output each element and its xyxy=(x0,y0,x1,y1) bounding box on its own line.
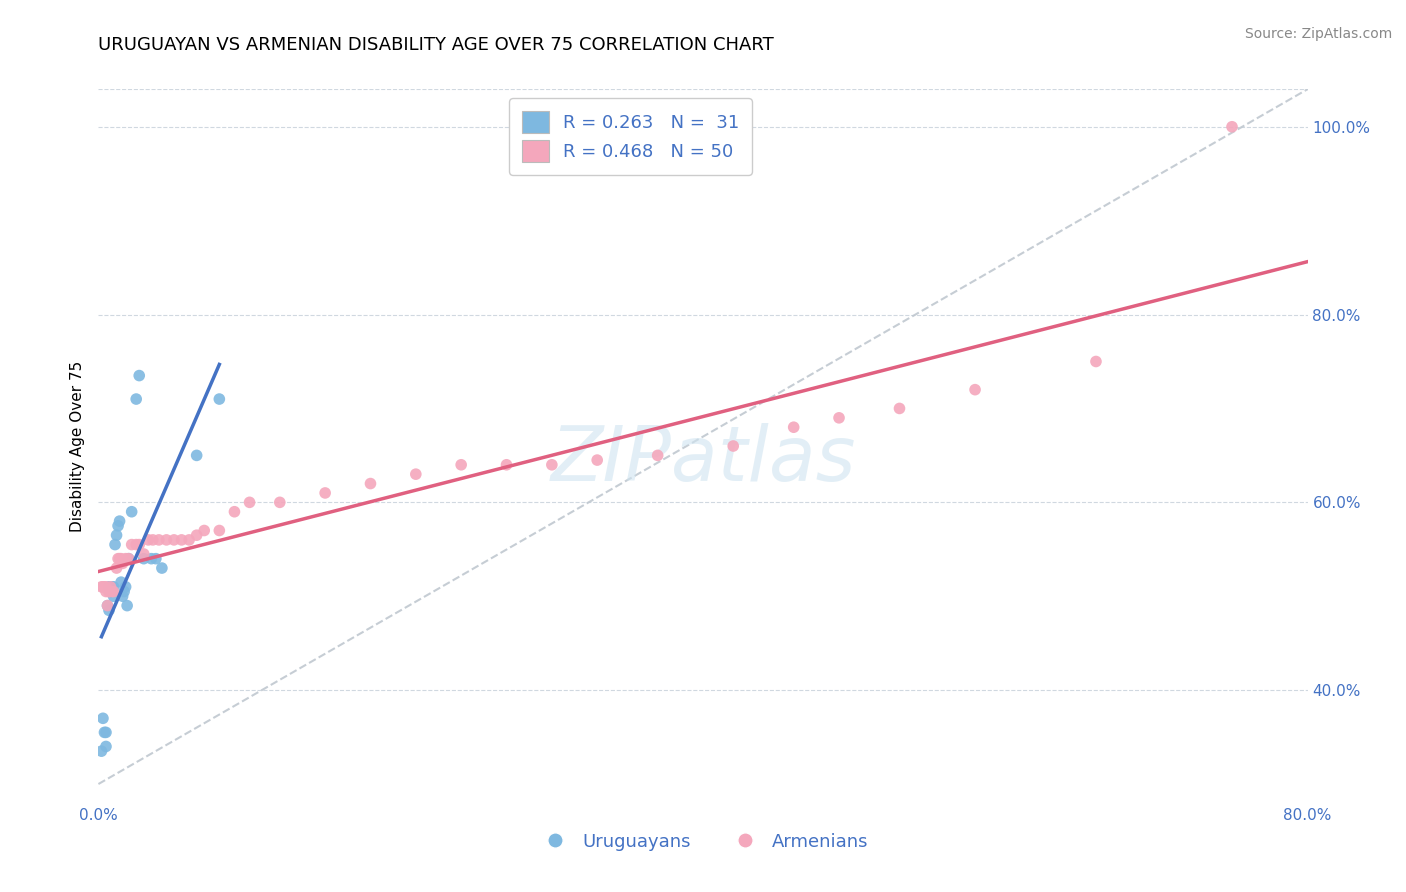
Point xyxy=(132,551,155,566)
Point xyxy=(125,392,148,406)
Point xyxy=(91,711,114,725)
Legend: Uruguayans, Armenians: Uruguayans, Armenians xyxy=(530,826,876,858)
Point xyxy=(1085,354,1108,368)
Point xyxy=(100,584,122,599)
Point xyxy=(93,725,115,739)
Point xyxy=(495,458,517,472)
Point xyxy=(96,599,118,613)
Point xyxy=(179,533,201,547)
Point xyxy=(100,580,122,594)
Point xyxy=(103,580,125,594)
Point xyxy=(239,495,262,509)
Point xyxy=(114,551,136,566)
Point xyxy=(98,580,121,594)
Point xyxy=(128,538,150,552)
Point xyxy=(94,725,117,739)
Point xyxy=(783,420,806,434)
Point xyxy=(405,467,427,482)
Point xyxy=(94,580,117,594)
Point xyxy=(136,533,159,547)
Point xyxy=(224,505,246,519)
Point xyxy=(450,458,472,472)
Point xyxy=(98,584,121,599)
Point xyxy=(91,580,114,594)
Point xyxy=(723,439,745,453)
Point xyxy=(111,557,134,571)
Point xyxy=(155,533,177,547)
Point xyxy=(269,495,291,509)
Point xyxy=(647,449,669,463)
Point xyxy=(965,383,987,397)
Point xyxy=(104,538,127,552)
Point xyxy=(103,584,125,599)
Point xyxy=(360,476,382,491)
Point xyxy=(141,551,163,566)
Point xyxy=(208,392,231,406)
Point xyxy=(110,551,132,566)
Text: URUGUAYAN VS ARMENIAN DISABILITY AGE OVER 75 CORRELATION CHART: URUGUAYAN VS ARMENIAN DISABILITY AGE OVE… xyxy=(98,36,775,54)
Point xyxy=(163,533,186,547)
Point xyxy=(101,584,124,599)
Point xyxy=(103,589,125,603)
Point xyxy=(105,561,128,575)
Y-axis label: Disability Age Over 75: Disability Age Over 75 xyxy=(69,360,84,532)
Point xyxy=(93,580,115,594)
Point xyxy=(98,603,121,617)
Point xyxy=(208,524,231,538)
Point xyxy=(111,589,134,603)
Point xyxy=(150,561,173,575)
Point xyxy=(105,528,128,542)
Point xyxy=(586,453,609,467)
Point xyxy=(148,533,170,547)
Point xyxy=(125,538,148,552)
Point xyxy=(90,744,112,758)
Point xyxy=(121,505,143,519)
Point xyxy=(193,524,215,538)
Point xyxy=(112,584,135,599)
Point xyxy=(96,599,118,613)
Point xyxy=(118,551,141,566)
Point xyxy=(98,584,121,599)
Point xyxy=(186,449,208,463)
Point xyxy=(108,514,131,528)
Point xyxy=(132,547,155,561)
Point xyxy=(115,599,138,613)
Text: ZIPatlas: ZIPatlas xyxy=(550,424,856,497)
Point xyxy=(1220,120,1243,134)
Point xyxy=(107,518,129,533)
Point xyxy=(118,551,141,566)
Point xyxy=(142,533,165,547)
Point xyxy=(110,575,132,590)
Point xyxy=(108,551,131,566)
Point xyxy=(145,551,167,566)
Point xyxy=(114,580,136,594)
Point xyxy=(540,458,562,472)
Point xyxy=(828,410,851,425)
Point xyxy=(128,368,150,383)
Point xyxy=(170,533,193,547)
Point xyxy=(186,528,208,542)
Point xyxy=(314,486,336,500)
Point xyxy=(94,584,117,599)
Point xyxy=(94,739,117,754)
Point xyxy=(107,551,129,566)
Point xyxy=(121,538,143,552)
Point xyxy=(889,401,911,416)
Text: Source: ZipAtlas.com: Source: ZipAtlas.com xyxy=(1244,27,1392,41)
Point xyxy=(90,580,112,594)
Point xyxy=(101,580,124,594)
